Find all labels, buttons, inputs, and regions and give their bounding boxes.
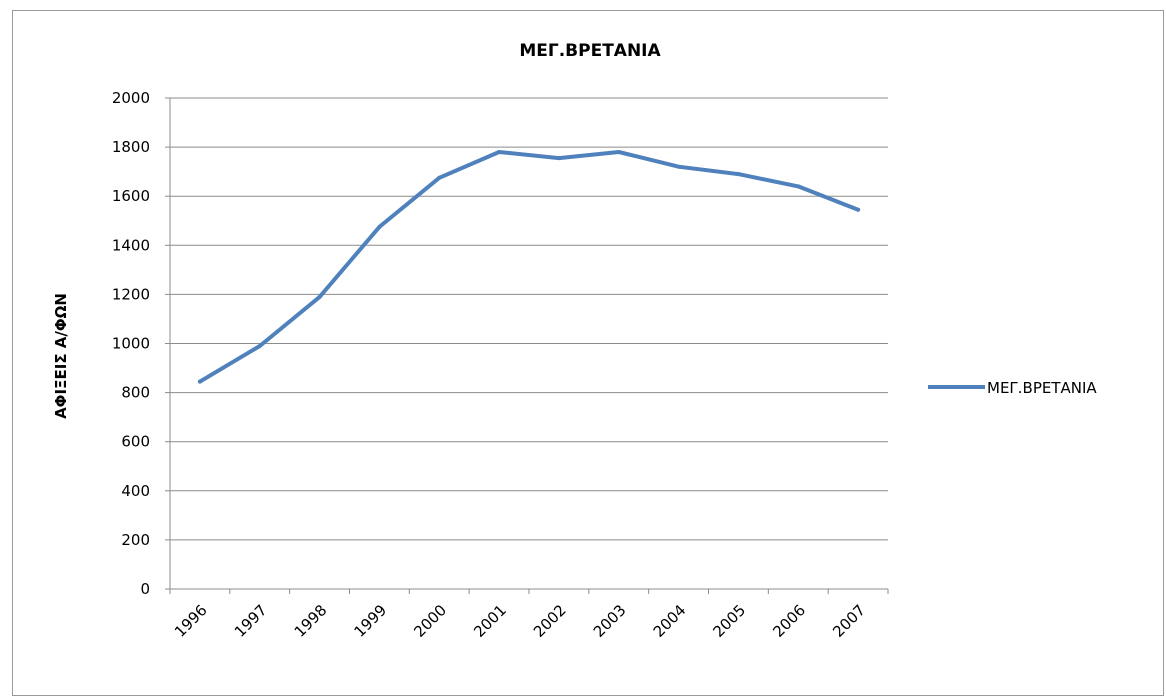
legend-label: ΜΕΓ.ΒΡΕΤΑΝΙΑ — [987, 379, 1097, 397]
data-point — [616, 150, 621, 155]
y-tick-label: 200 — [121, 531, 150, 549]
x-tick-label: 2005 — [710, 601, 750, 641]
data-point — [556, 156, 561, 161]
data-point — [197, 379, 202, 384]
legend: ΜΕΓ.ΒΡΕΤΑΝΙΑ — [928, 379, 1097, 397]
chart-title: ΜΕΓ.ΒΡΕΤΑΝΙΑ — [519, 41, 661, 61]
y-tick-label: 1600 — [112, 187, 150, 205]
data-point — [497, 150, 502, 155]
line-chart: ΜΕΓ.ΒΡΕΤΑΝΙΑ 0 200 400 600 800 1000 1200 1400 16… — [52, 41, 1097, 641]
x-tick-label: 1998 — [291, 601, 331, 641]
x-tick-label: 2007 — [829, 601, 869, 641]
x-tick-label: 2000 — [410, 601, 450, 641]
x-tick-label: 2002 — [530, 601, 570, 641]
y-tick-label: 1200 — [112, 285, 150, 303]
series-layer — [197, 150, 861, 384]
data-point — [377, 224, 382, 229]
y-tick-label: 400 — [121, 482, 150, 500]
series-line-0 — [197, 150, 861, 384]
x-tick-label: 2006 — [769, 601, 809, 641]
data-point — [437, 175, 442, 180]
y-tick-label: 1000 — [112, 335, 150, 353]
x-tick-label: 2001 — [470, 601, 510, 641]
x-axis-ticks: 1996 1997 1998 1999 2000 2001 2002 2003 2004 2005… — [171, 601, 869, 641]
y-tick-label: 0 — [140, 580, 150, 598]
y-axis-label: ΑΦΙΞΕΙΣ Α/ΦΩΝ — [52, 293, 70, 419]
x-tick-label: 1999 — [351, 601, 391, 641]
y-tick-label: 2000 — [112, 89, 150, 107]
data-point — [257, 343, 262, 348]
x-tick-label: 1997 — [231, 601, 271, 641]
data-point — [736, 172, 741, 177]
gridlines — [165, 97, 889, 594]
y-tick-label: 800 — [121, 384, 150, 402]
x-tick-label: 1996 — [171, 601, 211, 641]
y-axis-ticks: 0 200 400 600 800 1000 1200 1400 1600 1800 2000 — [112, 89, 150, 598]
data-point — [856, 207, 861, 212]
y-tick-label: 1800 — [112, 138, 150, 156]
y-tick-label: 600 — [121, 433, 150, 451]
data-point — [796, 184, 801, 189]
data-point — [676, 164, 681, 169]
y-tick-label: 1400 — [112, 236, 150, 254]
data-point — [317, 294, 322, 299]
x-tick-label: 2003 — [590, 601, 630, 641]
chart-area: ΜΕΓ.ΒΡΕΤΑΝΙΑ 0 200 400 600 800 1000 1200 1400 16… — [12, 10, 1164, 696]
x-tick-label: 2004 — [650, 601, 690, 641]
